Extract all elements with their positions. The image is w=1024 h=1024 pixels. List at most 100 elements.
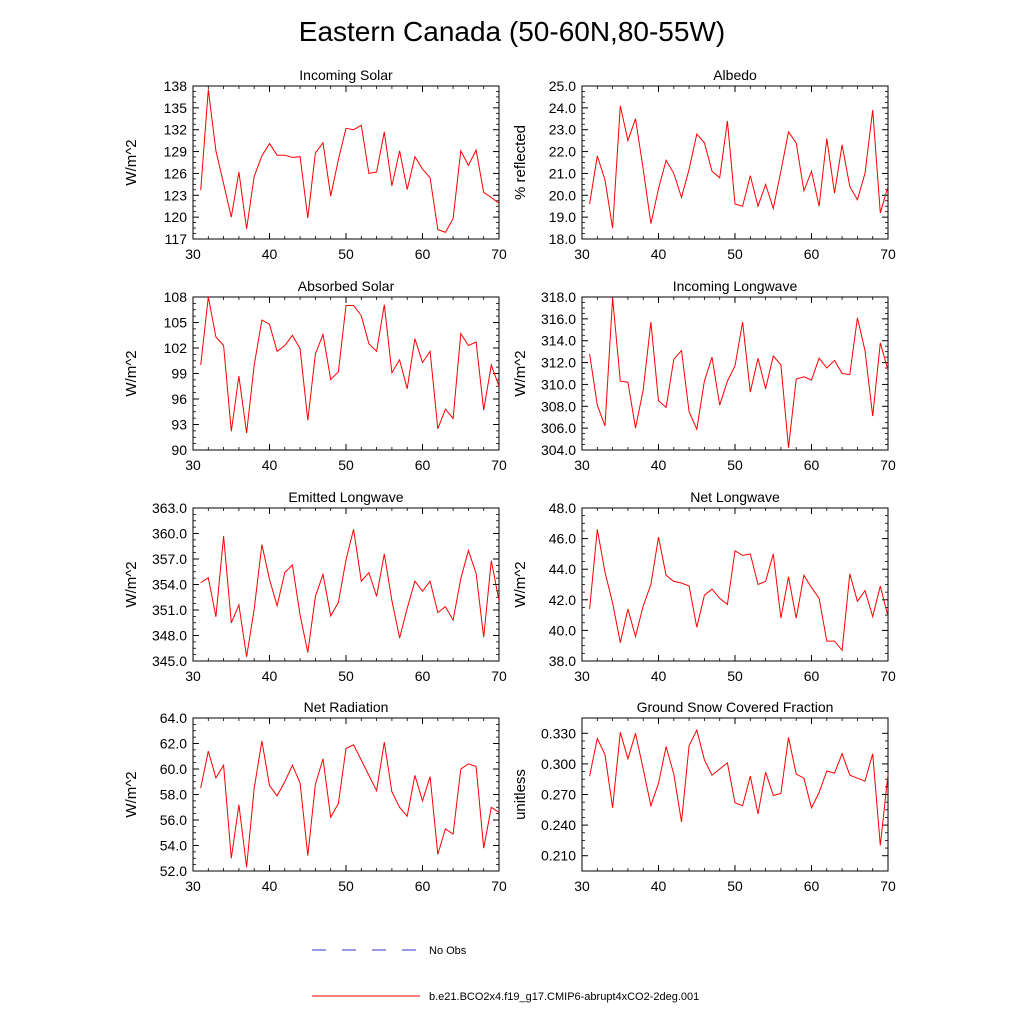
- x-tick-label: 70: [880, 246, 896, 262]
- y-tick-label: 308.0: [541, 398, 576, 414]
- chart-panel: Ground Snow Covered Fraction unitless 0.21…: [512, 699, 896, 894]
- y-tick-label: 25.0: [549, 78, 576, 94]
- x-tick-label: 40: [651, 246, 667, 262]
- y-tick-label: 129: [164, 144, 188, 160]
- x-tick-label: 60: [804, 246, 820, 262]
- y-tick-label: 99: [171, 366, 187, 382]
- series-line: [589, 728, 889, 846]
- panel-title: Albedo: [713, 67, 757, 83]
- y-tick-label: 348.0: [152, 628, 187, 644]
- y-tick-label: 58.0: [160, 787, 187, 803]
- y-tick-label: 40.0: [549, 622, 576, 638]
- x-tick-label: 40: [262, 878, 278, 894]
- y-tick-label: 132: [164, 122, 188, 138]
- y-tick-label: 117: [165, 231, 188, 247]
- x-tick-label: 60: [415, 457, 431, 473]
- y-tick-label: 108: [164, 289, 188, 305]
- chart-panel: Absorbed Solar W/m^2 90 93 96 99 102 105 108 30 40…: [123, 278, 507, 473]
- y-tick-label: 120: [164, 209, 188, 225]
- y-tick-label: 20.0: [549, 187, 576, 203]
- y-axis-label: unitless: [512, 769, 529, 820]
- x-tick-label: 40: [651, 668, 667, 684]
- y-tick-label: 126: [164, 165, 188, 181]
- y-axis-label: W/m^2: [123, 561, 140, 607]
- y-tick-label: 0.270: [541, 787, 576, 803]
- y-tick-label: 56.0: [160, 812, 187, 828]
- panel-title: Net Longwave: [690, 489, 780, 505]
- y-tick-label: 316.0: [541, 311, 576, 327]
- y-axis-label: % reflected: [512, 125, 529, 200]
- y-tick-label: 0.240: [541, 817, 576, 833]
- x-tick-label: 30: [185, 668, 201, 684]
- x-tick-label: 40: [262, 457, 278, 473]
- y-tick-label: 38.0: [549, 653, 576, 669]
- panel-title: Ground Snow Covered Fraction: [637, 699, 834, 715]
- y-tick-label: 52.0: [160, 863, 187, 879]
- x-tick-label: 50: [338, 878, 354, 894]
- x-tick-label: 40: [262, 246, 278, 262]
- series-line: [200, 89, 500, 234]
- x-tick-label: 70: [491, 878, 507, 894]
- x-tick-label: 60: [415, 878, 431, 894]
- y-tick-label: 93: [171, 417, 187, 433]
- y-tick-label: 102: [164, 340, 188, 356]
- y-tick-label: 360.0: [152, 526, 187, 542]
- plot-frame: [192, 296, 500, 451]
- panel-title: Absorbed Solar: [298, 278, 395, 294]
- x-tick-label: 60: [804, 457, 820, 473]
- series-line: [589, 105, 889, 229]
- plot-frame: [192, 717, 500, 872]
- y-tick-label: 23.0: [549, 122, 576, 138]
- x-tick-label: 70: [880, 878, 896, 894]
- x-tick-label: 50: [727, 246, 743, 262]
- panel-title: Incoming Longwave: [673, 278, 798, 294]
- series-line: [200, 296, 500, 434]
- plot-frame: [192, 507, 500, 662]
- x-tick-label: 60: [415, 246, 431, 262]
- y-tick-label: 135: [164, 100, 188, 116]
- x-tick-label: 50: [727, 668, 743, 684]
- x-tick-label: 50: [727, 878, 743, 894]
- figure-title: Eastern Canada (50-60N,80-55W): [299, 16, 725, 47]
- y-tick-label: 46.0: [549, 531, 576, 547]
- x-tick-label: 70: [491, 668, 507, 684]
- y-tick-label: 138: [164, 78, 188, 94]
- x-tick-label: 30: [574, 878, 590, 894]
- y-tick-label: 351.0: [152, 602, 187, 618]
- x-tick-label: 40: [262, 668, 278, 684]
- y-axis-label: W/m^2: [512, 350, 529, 396]
- y-tick-label: 54.0: [160, 838, 187, 854]
- y-tick-label: 48.0: [549, 500, 576, 516]
- y-tick-label: 22.0: [549, 144, 576, 160]
- chart-panel: Incoming Solar W/m^2 117 120 123 126 129 132 135…: [123, 67, 507, 262]
- chart-panel: Incoming Longwave W/m^2 304.0 306.0 308.0 310…: [512, 278, 896, 473]
- y-tick-label: 314.0: [541, 333, 576, 349]
- x-tick-label: 70: [880, 668, 896, 684]
- y-tick-label: 105: [164, 315, 188, 331]
- y-tick-label: 44.0: [549, 561, 576, 577]
- y-tick-label: 306.0: [541, 420, 576, 436]
- x-tick-label: 50: [338, 668, 354, 684]
- x-tick-label: 30: [185, 878, 201, 894]
- y-tick-label: 304.0: [541, 442, 576, 458]
- series-line: [200, 529, 500, 657]
- chart-panel: Net Radiation W/m^2 52.0 54.0 56.0 58.0 60.0 62…: [123, 699, 507, 894]
- y-tick-label: 18.0: [549, 231, 576, 247]
- plot-frame: [581, 717, 889, 872]
- panel-title: Emitted Longwave: [288, 489, 403, 505]
- x-tick-label: 70: [880, 457, 896, 473]
- panel-title: Incoming Solar: [299, 67, 393, 83]
- panel-grid: Incoming Solar W/m^2 117 120 123 126 129 132 135…: [123, 67, 896, 894]
- legend-obs-label: No Obs: [429, 945, 467, 957]
- y-tick-label: 24.0: [549, 100, 576, 116]
- y-tick-label: 60.0: [160, 761, 187, 777]
- y-tick-label: 123: [164, 187, 188, 203]
- y-tick-label: 345.0: [152, 653, 187, 669]
- x-tick-label: 50: [727, 457, 743, 473]
- legend: No Obs b.e21.BCO2x4.f19_g17.CMIP6-abrupt…: [312, 945, 699, 1003]
- y-axis-label: W/m^2: [123, 771, 140, 817]
- y-tick-label: 62.0: [160, 736, 187, 752]
- x-tick-label: 30: [574, 668, 590, 684]
- y-tick-label: 19.0: [549, 209, 576, 225]
